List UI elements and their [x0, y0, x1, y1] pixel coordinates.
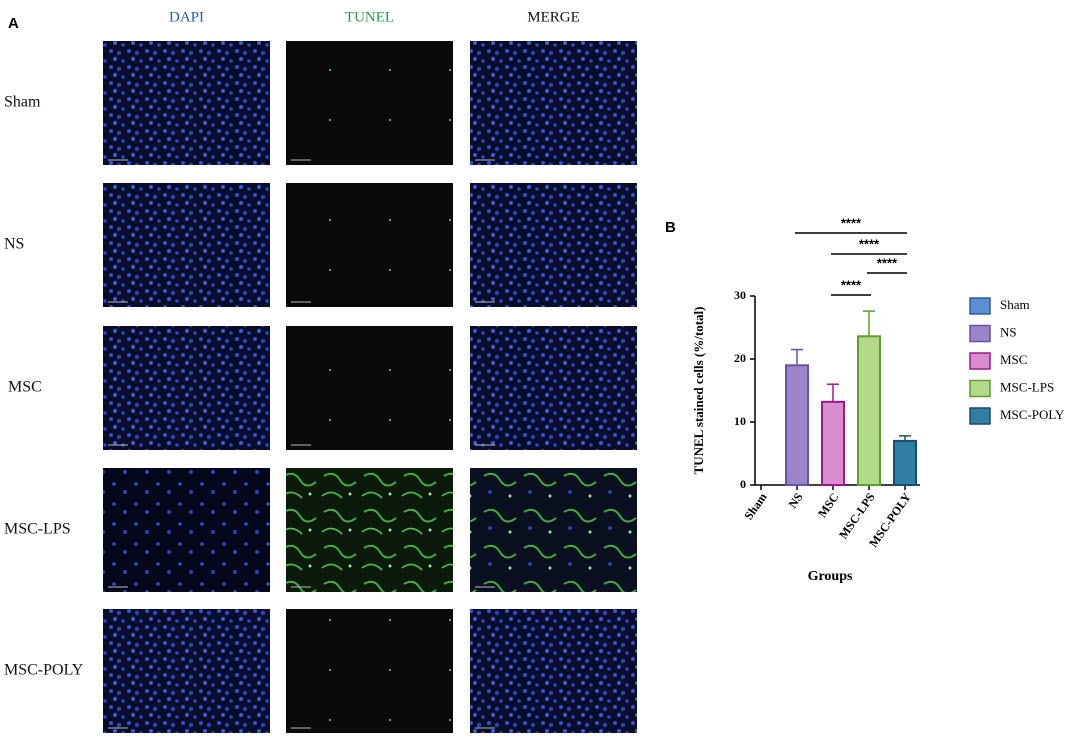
micrograph: [103, 183, 270, 307]
micrograph: [103, 609, 270, 733]
legend-label: Sham: [1000, 297, 1030, 312]
y-tick-label: 0: [740, 477, 746, 491]
x-tick-label: NS: [785, 490, 805, 511]
significance-label: ****: [859, 236, 880, 251]
y-tick-label: 10: [734, 414, 746, 428]
column-header: MERGE: [527, 9, 580, 25]
micrograph: [470, 326, 637, 450]
micrograph: [470, 183, 637, 307]
significance-label: ****: [841, 277, 862, 292]
significance-label: ****: [841, 215, 862, 230]
column-header: TUNEL: [345, 9, 394, 25]
legend-label: NS: [1000, 324, 1017, 339]
significance-label: ****: [877, 255, 898, 270]
legend-swatch: [969, 297, 991, 315]
bar: [857, 335, 881, 486]
x-tick-label: MSC: [815, 490, 842, 520]
row-label: Sham: [4, 94, 41, 111]
y-tick-label: 30: [734, 288, 746, 302]
row-label: MSC: [8, 379, 42, 396]
legend-label: MSC-POLY: [1000, 407, 1065, 422]
row-label: NS: [4, 236, 24, 253]
row-label: MSC-POLY: [4, 662, 84, 679]
y-axis-label: TUNEL stained cells (%/total): [691, 307, 706, 475]
micrograph: [103, 41, 270, 165]
micrograph: [286, 609, 453, 733]
micrograph: [286, 183, 453, 307]
micrograph: [470, 41, 637, 165]
panel-label: B: [665, 219, 676, 236]
bar: [821, 400, 845, 486]
micrograph: [286, 41, 453, 165]
legend-swatch: [969, 352, 991, 370]
micrograph: [103, 326, 270, 450]
row-label: MSC-LPS: [4, 521, 71, 538]
legend-label: MSC: [1000, 352, 1027, 367]
legend-swatch: [969, 379, 991, 398]
micrograph: [470, 468, 637, 592]
x-tick-label: Sham: [741, 490, 769, 522]
micrograph: [103, 468, 270, 592]
x-axis-label: Groups: [808, 569, 853, 584]
y-tick-label: 20: [734, 351, 746, 365]
panel-label: A: [8, 15, 19, 32]
legend-swatch: [969, 407, 991, 425]
bar: [785, 364, 809, 486]
micrograph: [286, 326, 453, 450]
micrograph: [470, 609, 637, 733]
legend-swatch: [969, 324, 991, 343]
micrograph: [286, 468, 453, 592]
legend-label: MSC-LPS: [1000, 379, 1054, 394]
column-header: DAPI: [169, 9, 204, 25]
bar: [893, 439, 917, 486]
